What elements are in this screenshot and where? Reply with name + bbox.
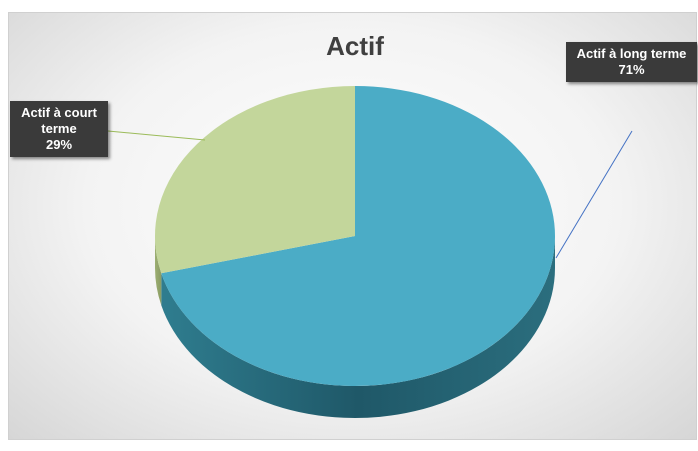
label-category: Actif à long terme: [576, 46, 687, 61]
label-value: 71%: [618, 62, 645, 77]
leader-line: [107, 130, 206, 141]
data-label: Actif à court terme 29%: [10, 101, 108, 157]
slice-side: [161, 236, 555, 418]
slice-side: [155, 236, 162, 306]
leader-line: [555, 130, 633, 259]
chart-title: Actif: [326, 31, 384, 61]
pie-slice: [161, 86, 555, 386]
label-value: 29%: [45, 137, 73, 152]
data-label: Actif à long terme 71%: [566, 42, 697, 82]
label-category: Actif à court terme: [21, 105, 97, 136]
pie-slice: [154, 86, 355, 274]
